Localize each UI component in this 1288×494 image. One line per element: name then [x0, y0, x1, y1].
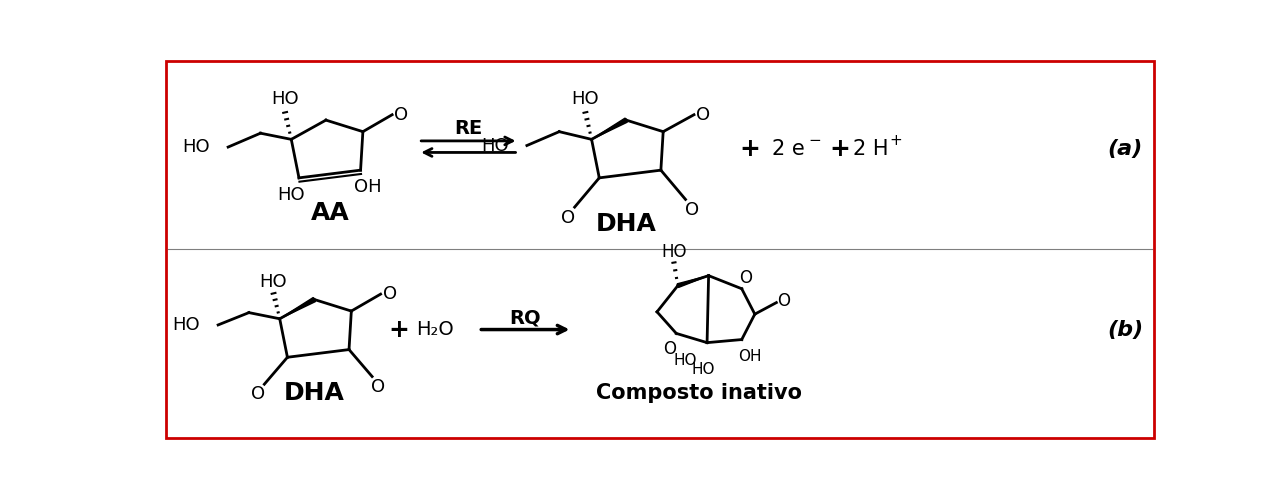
Text: O: O — [394, 106, 408, 124]
Text: HO: HO — [661, 243, 687, 261]
Text: RE: RE — [455, 119, 483, 138]
Text: O: O — [371, 377, 385, 396]
Text: HO: HO — [480, 136, 509, 155]
Text: HO: HO — [277, 186, 305, 204]
Polygon shape — [279, 297, 316, 319]
Text: O: O — [685, 201, 698, 219]
Polygon shape — [591, 118, 627, 139]
Text: HO: HO — [572, 90, 599, 108]
Text: Composto inativo: Composto inativo — [596, 383, 802, 404]
Text: O: O — [739, 269, 752, 287]
Text: (b): (b) — [1108, 320, 1144, 339]
Text: +: + — [889, 133, 902, 148]
Text: 2 H: 2 H — [854, 139, 889, 159]
Text: RQ: RQ — [510, 308, 541, 328]
Text: DHA: DHA — [283, 381, 345, 406]
Text: O: O — [251, 385, 265, 403]
Text: OH: OH — [738, 349, 761, 364]
Text: HO: HO — [173, 316, 200, 334]
Text: +: + — [739, 137, 760, 161]
Text: HO: HO — [674, 353, 697, 368]
Text: O: O — [562, 209, 576, 227]
Text: HO: HO — [272, 90, 299, 108]
Text: O: O — [696, 106, 710, 124]
Text: −: − — [809, 133, 822, 148]
Text: +: + — [389, 318, 410, 341]
Text: HO: HO — [692, 362, 715, 377]
Text: (a): (a) — [1108, 139, 1142, 159]
Text: +: + — [829, 137, 850, 161]
Text: H₂O: H₂O — [416, 320, 455, 339]
Text: 2 e: 2 e — [772, 139, 804, 159]
Text: O: O — [778, 292, 791, 310]
Text: OH: OH — [354, 178, 383, 196]
Text: HO: HO — [260, 273, 287, 291]
Text: HO: HO — [182, 138, 210, 156]
Text: O: O — [663, 340, 676, 358]
Text: DHA: DHA — [596, 212, 657, 236]
Text: O: O — [383, 285, 397, 303]
Text: AA: AA — [310, 201, 349, 224]
Polygon shape — [677, 276, 708, 288]
